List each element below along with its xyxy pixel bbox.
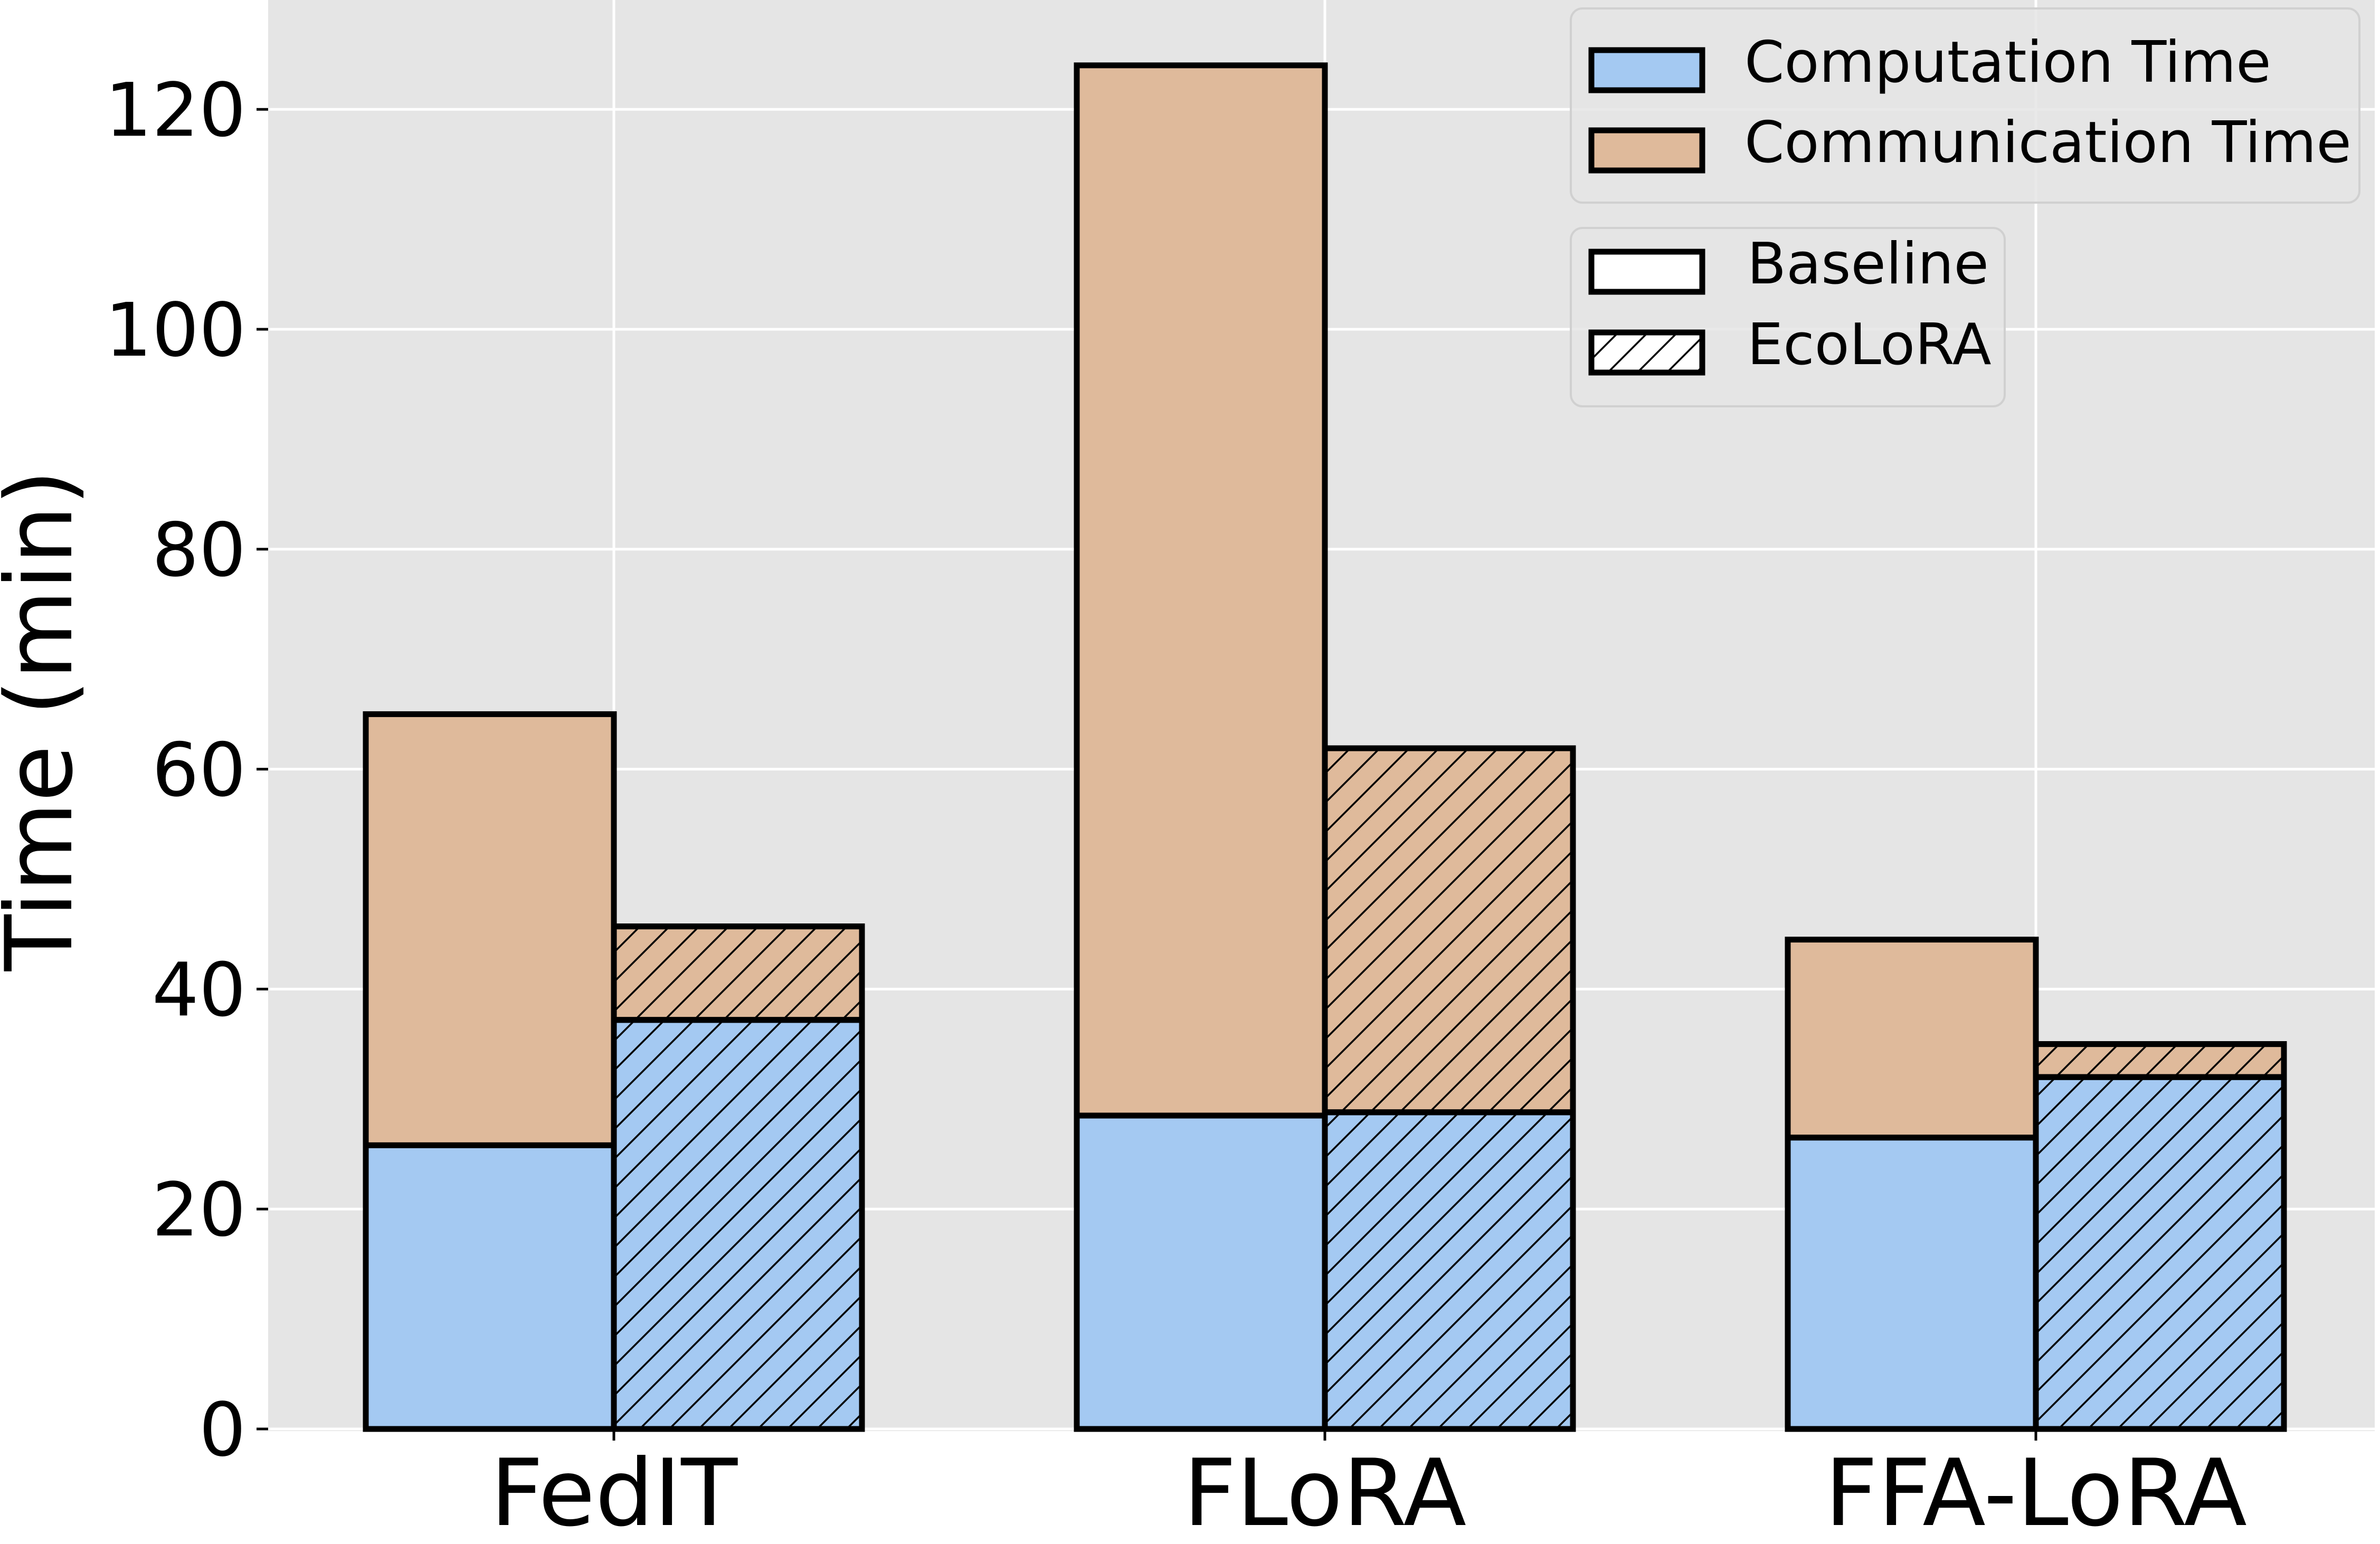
legend-label-solid: Baseline: [1747, 231, 1989, 297]
legend-swatch-solid: [1588, 249, 1705, 295]
x-axis: FedIT FLoRA FFA-LoRA: [490, 1429, 2247, 1544]
y-axis: 0 20 40 60 80 100 120: [105, 68, 268, 1473]
y-tick-label: 80: [152, 508, 246, 594]
bar-baseline-communication-flora: [1074, 62, 1328, 1119]
legend-swatch-hatch-overlay: [1588, 329, 1705, 376]
y-tick-label: 100: [105, 288, 246, 374]
legend-label-computation: Computation Time: [1744, 30, 2271, 96]
bar-ecolora-communication-ffa-lora-hatch: [2033, 1041, 2287, 1080]
y-axis-label: Time (min): [0, 470, 93, 971]
bar-ecolora-communication-flora-hatch: [1322, 745, 1576, 1116]
x-tick-label: FedIT: [490, 1440, 738, 1544]
bar-ecolora-computation-flora-hatch: [1322, 1109, 1576, 1432]
bar-baseline-computation-ffa-lora: [1785, 1135, 2039, 1432]
legend-swatch-computation: [1588, 47, 1705, 93]
bar-ecolora-communication-fedit-hatch: [611, 923, 865, 1023]
legend: Computation Time Communication Time Baseli…: [1570, 7, 2360, 407]
legend-swatch-communication: [1588, 127, 1705, 174]
bar-ecolora-computation-ffa-lora-hatch: [2033, 1074, 2287, 1432]
y-tick-label: 40: [152, 947, 246, 1033]
x-tick-label: FFA-LoRA: [1825, 1440, 2247, 1544]
bar-ecolora-computation-fedit-hatch: [611, 1017, 865, 1432]
y-tick-label: 120: [105, 68, 246, 154]
legend-label-communication: Communication Time: [1744, 110, 2351, 176]
legend-label-hatch: EcoLoRA: [1747, 312, 1992, 378]
y-tick-label: 0: [199, 1387, 246, 1473]
y-tick-label: 20: [152, 1167, 246, 1253]
bars: [363, 62, 2287, 1432]
legend-box-colors: [1570, 7, 2360, 204]
bar-baseline-computation-flora: [1074, 1112, 1328, 1432]
x-tick-label: FLoRA: [1183, 1440, 1466, 1544]
bar-baseline-communication-ffa-lora: [1785, 937, 2039, 1141]
bar-baseline-communication-fedit: [363, 711, 617, 1148]
bar-baseline-computation-fedit: [363, 1142, 617, 1432]
y-tick-label: 60: [152, 728, 246, 814]
